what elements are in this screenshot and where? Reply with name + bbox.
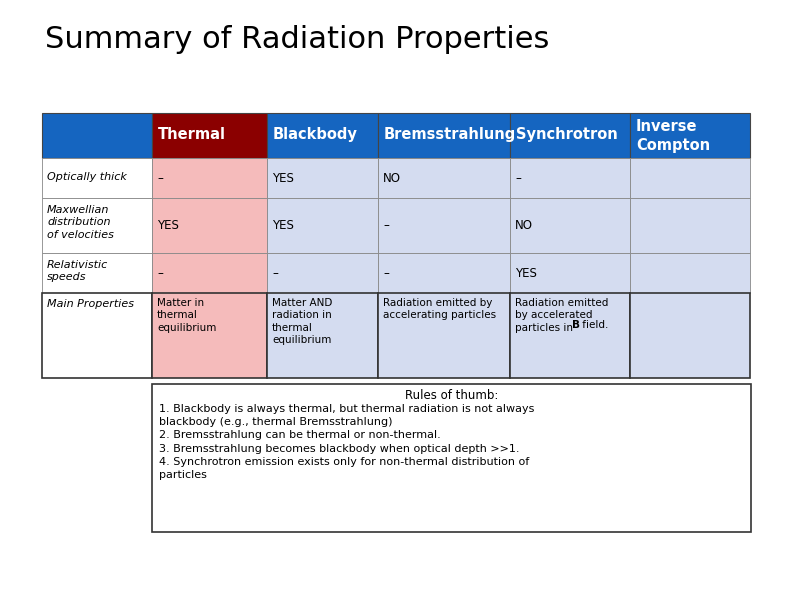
- Text: Matter in
thermal
equilibrium: Matter in thermal equilibrium: [157, 298, 217, 333]
- Text: Matter AND
radiation in
thermal
equilibrium: Matter AND radiation in thermal equilibr…: [272, 298, 333, 345]
- Bar: [510, 113, 630, 158]
- Bar: [42, 253, 152, 293]
- Text: Thermal: Thermal: [158, 127, 226, 142]
- Text: –: –: [515, 172, 521, 185]
- Bar: [630, 113, 750, 158]
- Text: 1. Blackbody is always thermal, but thermal radiation is not always
blackbody (e: 1. Blackbody is always thermal, but ther…: [159, 404, 534, 480]
- Bar: [42, 293, 152, 378]
- Bar: [630, 198, 750, 253]
- Bar: [378, 253, 510, 293]
- Bar: [267, 253, 378, 293]
- Bar: [42, 158, 152, 198]
- Text: Summary of Radiation Properties: Summary of Radiation Properties: [45, 25, 549, 54]
- Bar: [267, 113, 378, 158]
- Bar: [510, 198, 630, 253]
- Bar: [267, 293, 378, 378]
- Bar: [42, 198, 152, 253]
- Text: Radiation emitted by
accelerating particles: Radiation emitted by accelerating partic…: [383, 298, 496, 320]
- Text: Blackbody: Blackbody: [273, 127, 358, 142]
- Text: –: –: [157, 172, 163, 185]
- Bar: [152, 158, 267, 198]
- Text: YES: YES: [157, 219, 179, 232]
- Text: YES: YES: [272, 219, 294, 232]
- Text: –: –: [383, 219, 389, 232]
- Bar: [152, 384, 751, 532]
- Text: Maxwellian
distribution
of velocities: Maxwellian distribution of velocities: [47, 205, 114, 240]
- Text: Radiation emitted
by accelerated
particles in: Radiation emitted by accelerated particl…: [515, 298, 608, 333]
- Bar: [630, 293, 750, 378]
- Text: B: B: [572, 320, 580, 330]
- Text: Inverse
Compton: Inverse Compton: [636, 119, 710, 152]
- Text: –: –: [157, 267, 163, 280]
- Text: Relativistic
speeds: Relativistic speeds: [47, 260, 108, 283]
- Text: NO: NO: [515, 219, 533, 232]
- Bar: [630, 158, 750, 198]
- Bar: [152, 253, 267, 293]
- Text: Bremsstrahlung: Bremsstrahlung: [384, 127, 516, 142]
- Bar: [378, 293, 510, 378]
- Bar: [510, 253, 630, 293]
- Bar: [510, 293, 630, 378]
- Text: NO: NO: [383, 172, 401, 185]
- Text: Optically thick: Optically thick: [47, 172, 127, 182]
- Bar: [152, 198, 267, 253]
- Bar: [267, 198, 378, 253]
- Text: –: –: [383, 267, 389, 280]
- Bar: [378, 158, 510, 198]
- Bar: [630, 253, 750, 293]
- Text: Synchrotron: Synchrotron: [516, 127, 618, 142]
- Text: YES: YES: [515, 267, 537, 280]
- Text: –: –: [272, 267, 278, 280]
- Bar: [152, 293, 267, 378]
- Bar: [378, 113, 510, 158]
- Text: Rules of thumb:: Rules of thumb:: [405, 389, 498, 402]
- Bar: [510, 158, 630, 198]
- Bar: [152, 113, 267, 158]
- Bar: [42, 113, 152, 158]
- Text: field.: field.: [579, 320, 608, 330]
- Bar: [378, 198, 510, 253]
- Text: Main Properties: Main Properties: [47, 299, 134, 309]
- Text: YES: YES: [272, 172, 294, 185]
- Bar: [267, 158, 378, 198]
